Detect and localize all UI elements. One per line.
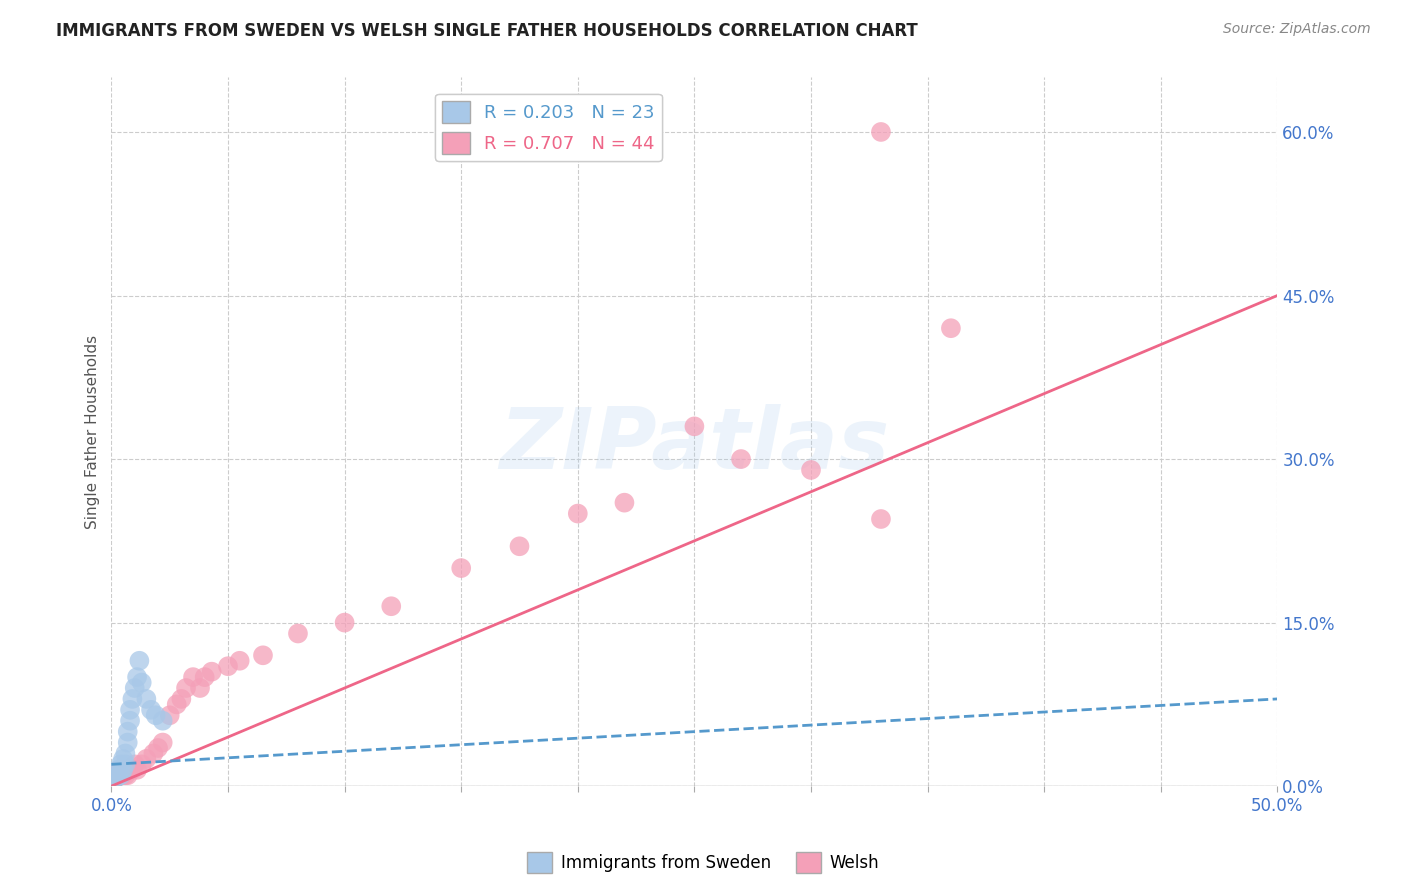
Point — [252, 648, 274, 663]
Point — [112, 763, 135, 777]
Point — [870, 125, 893, 139]
Point — [131, 675, 153, 690]
Point — [124, 681, 146, 695]
Point — [121, 692, 143, 706]
Point — [105, 768, 128, 782]
Point — [112, 768, 135, 782]
Point — [730, 452, 752, 467]
Point — [152, 714, 174, 728]
Point — [166, 698, 188, 712]
Point — [103, 773, 125, 788]
Point — [125, 763, 148, 777]
Point — [107, 768, 129, 782]
Point — [107, 768, 129, 782]
Point — [114, 768, 136, 782]
Point — [201, 665, 224, 679]
Point — [120, 763, 142, 777]
Point — [683, 419, 706, 434]
Point — [870, 512, 893, 526]
Point — [107, 763, 129, 777]
Point — [110, 757, 132, 772]
Point — [135, 692, 157, 706]
Point — [110, 768, 132, 782]
Point — [508, 539, 530, 553]
Point — [117, 768, 139, 782]
Point — [114, 757, 136, 772]
Point — [146, 741, 169, 756]
Y-axis label: Single Father Households: Single Father Households — [86, 334, 100, 529]
Point — [128, 654, 150, 668]
Point — [380, 599, 402, 614]
Point — [117, 724, 139, 739]
Text: IMMIGRANTS FROM SWEDEN VS WELSH SINGLE FATHER HOUSEHOLDS CORRELATION CHART: IMMIGRANTS FROM SWEDEN VS WELSH SINGLE F… — [56, 22, 918, 40]
Legend: Immigrants from Sweden, Welsh: Immigrants from Sweden, Welsh — [520, 846, 886, 880]
Point — [450, 561, 472, 575]
Point — [181, 670, 204, 684]
Point — [120, 703, 142, 717]
Point — [103, 773, 125, 788]
Point — [112, 763, 135, 777]
Point — [110, 763, 132, 777]
Point — [117, 735, 139, 749]
Point — [105, 771, 128, 785]
Point — [159, 708, 181, 723]
Point — [131, 757, 153, 772]
Point — [139, 703, 162, 717]
Point — [567, 507, 589, 521]
Point — [107, 763, 129, 777]
Point — [135, 752, 157, 766]
Point — [145, 708, 167, 723]
Point — [152, 735, 174, 749]
Point — [110, 768, 132, 782]
Point — [105, 771, 128, 785]
Point — [114, 763, 136, 777]
Point — [217, 659, 239, 673]
Legend: R = 0.203   N = 23, R = 0.707   N = 44: R = 0.203 N = 23, R = 0.707 N = 44 — [436, 94, 662, 161]
Point — [124, 757, 146, 772]
Point — [800, 463, 823, 477]
Point — [121, 763, 143, 777]
Point — [188, 681, 211, 695]
Point — [939, 321, 962, 335]
Point — [194, 670, 217, 684]
Text: Source: ZipAtlas.com: Source: ZipAtlas.com — [1223, 22, 1371, 37]
Point — [174, 681, 197, 695]
Text: ZIPatlas: ZIPatlas — [499, 404, 890, 487]
Point — [613, 496, 636, 510]
Point — [333, 615, 356, 630]
Point — [287, 626, 309, 640]
Point — [112, 752, 135, 766]
Point — [114, 747, 136, 761]
Point — [125, 670, 148, 684]
Point — [142, 747, 165, 761]
Point — [120, 714, 142, 728]
Point — [228, 654, 250, 668]
Point — [170, 692, 193, 706]
